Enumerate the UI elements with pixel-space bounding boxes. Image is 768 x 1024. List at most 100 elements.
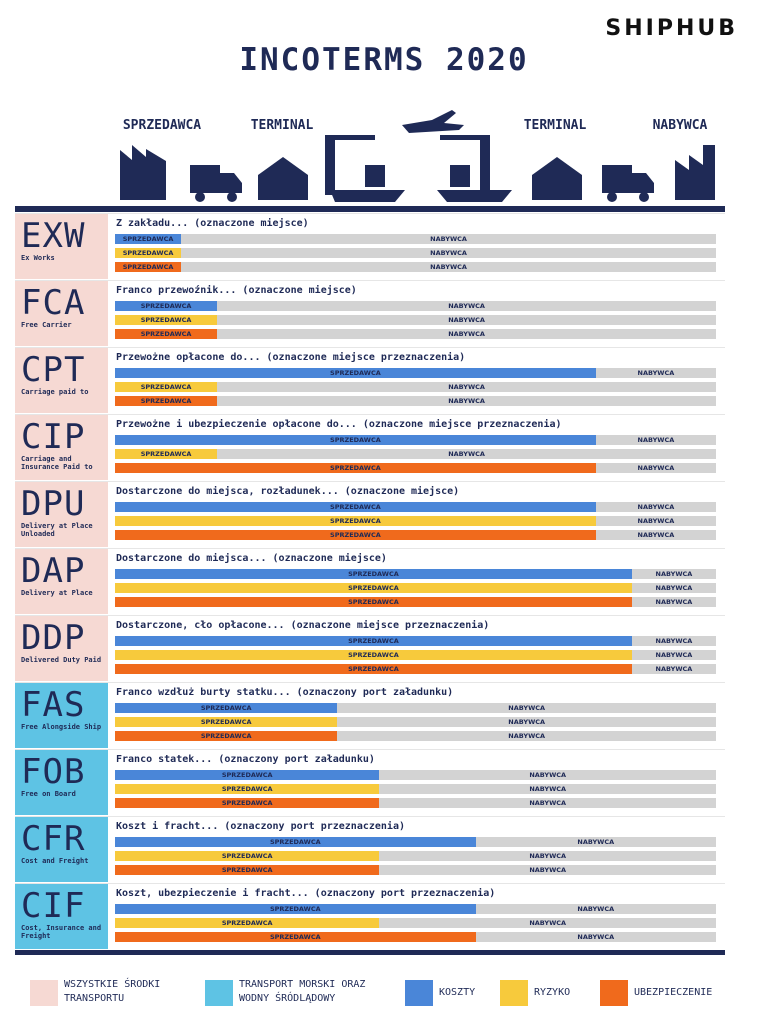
seller-bar: SPRZEDAWCA	[115, 382, 218, 392]
logo: SHIPHUB	[605, 16, 738, 41]
term-description: Franco statek... (oznaczony port załadun…	[116, 754, 375, 765]
legend-swatch	[600, 980, 628, 1006]
stage-label: NABYWCA	[652, 118, 708, 133]
buyer-bar: NABYWCA	[217, 449, 716, 459]
term-code: DPU	[21, 484, 86, 524]
legend-swatch	[30, 980, 58, 1006]
seller-bar: SPRZEDAWCA	[115, 597, 632, 607]
term-box: CIF Cost, Insurance and Freight	[15, 884, 108, 949]
term-name: Free Carrier	[21, 321, 72, 329]
seller-bar: SPRZEDAWCA	[115, 301, 218, 311]
seller-bar: SPRZEDAWCA	[115, 636, 632, 646]
term-name: Cost, Insurance and Freight	[21, 924, 102, 940]
buyer-bar: NABYWCA	[337, 717, 716, 727]
row-separator	[15, 615, 725, 616]
row-separator	[15, 280, 725, 281]
buyer-bar: NABYWCA	[181, 262, 716, 272]
buyer-bar: NABYWCA	[595, 435, 716, 445]
seller-bar: SPRZEDAWCA	[115, 329, 218, 339]
seller-bar: SPRZEDAWCA	[115, 770, 380, 780]
term-box: DPU Delivery at Place Unloaded	[15, 482, 108, 547]
term-name: Carriage and Insurance Paid to	[21, 455, 93, 471]
term-box: FOB Free on Board	[15, 750, 108, 815]
term-name: Ex Works	[21, 254, 55, 262]
buyer-bar: NABYWCA	[631, 636, 716, 646]
term-box: FCA Free Carrier	[15, 281, 108, 346]
term-box: CFR Cost and Freight	[15, 817, 108, 882]
seller-bar: SPRZEDAWCA	[115, 569, 632, 579]
seller-bar: SPRZEDAWCA	[115, 463, 596, 473]
term-name: Carriage paid to	[21, 388, 89, 396]
term-name: Delivery at Place Unloaded	[21, 522, 93, 538]
seller-bar: SPRZEDAWCA	[115, 798, 380, 808]
term-code: FCA	[21, 283, 86, 323]
term-name: Free on Board	[21, 790, 76, 798]
term-box: DAP Delivery at Place	[15, 549, 108, 614]
seller-bar: SPRZEDAWCA	[115, 837, 476, 847]
term-name: Delivery at Place	[21, 589, 93, 597]
buyer-bar: NABYWCA	[379, 851, 716, 861]
buyer-bar: NABYWCA	[181, 234, 716, 244]
buyer-bar: NABYWCA	[217, 396, 716, 406]
row-separator	[15, 481, 725, 482]
buyer-bar: NABYWCA	[217, 301, 716, 311]
stage-label: TERMINAL	[523, 118, 587, 133]
seller-bar: SPRZEDAWCA	[115, 664, 632, 674]
legend-label: WSZYSTKIE ŚRODKI TRANSPORTU	[64, 979, 161, 1004]
seller-bar: SPRZEDAWCA	[115, 396, 218, 406]
seller-bar: SPRZEDAWCA	[115, 435, 596, 445]
term-box: FAS Free Alongside Ship	[15, 683, 108, 748]
legend-label: KOSZTY	[439, 987, 476, 998]
term-box: CPT Carriage paid to	[15, 348, 108, 413]
term-code: DDP	[21, 618, 86, 658]
buyer-bar: NABYWCA	[181, 248, 716, 258]
seller-bar: SPRZEDAWCA	[115, 315, 218, 325]
seller-bar: SPRZEDAWCA	[115, 449, 218, 459]
term-name: Delivered Duty Paid	[21, 656, 102, 664]
buyer-bar: NABYWCA	[595, 368, 716, 378]
term-description: Dostarczone, cło opłacone... (oznaczone …	[116, 620, 490, 631]
stage-label: SPRZEDAWCA	[122, 118, 202, 133]
footer-rule	[15, 950, 725, 955]
seller-bar: SPRZEDAWCA	[115, 918, 380, 928]
row-separator	[15, 816, 725, 817]
term-box: EXW Ex Works	[15, 214, 108, 279]
transport-icons	[15, 110, 725, 212]
term-box: DDP Delivered Duty Paid	[15, 616, 108, 681]
buyer-bar: NABYWCA	[217, 382, 716, 392]
term-code: CPT	[21, 350, 86, 390]
seller-bar: SPRZEDAWCA	[115, 932, 476, 942]
seller-bar: SPRZEDAWCA	[115, 865, 380, 875]
term-code: DAP	[21, 551, 86, 591]
buyer-bar: NABYWCA	[595, 516, 716, 526]
term-description: Przewożne i ubezpieczenie opłacone do...…	[116, 419, 562, 430]
row-separator	[15, 548, 725, 549]
seller-bar: SPRZEDAWCA	[115, 368, 596, 378]
seller-bar: SPRZEDAWCA	[115, 248, 182, 258]
term-box: CIP Carriage and Insurance Paid to	[15, 415, 108, 480]
seller-bar: SPRZEDAWCA	[115, 904, 476, 914]
row-separator	[15, 414, 725, 415]
buyer-bar: NABYWCA	[379, 918, 716, 928]
legend-swatch	[405, 980, 433, 1006]
buyer-bar: NABYWCA	[337, 703, 716, 713]
term-description: Dostarczone do miejsca... (oznaczone mie…	[116, 553, 387, 564]
term-description: Dostarczone do miejsca, rozładunek... (o…	[116, 486, 460, 497]
seller-bar: SPRZEDAWCA	[115, 234, 182, 244]
buyer-bar: NABYWCA	[475, 932, 716, 942]
term-code: EXW	[21, 216, 86, 256]
buyer-bar: NABYWCA	[475, 904, 716, 914]
seller-bar: SPRZEDAWCA	[115, 851, 380, 861]
seller-bar: SPRZEDAWCA	[115, 717, 338, 727]
term-code: CIF	[21, 886, 86, 926]
term-code: CIP	[21, 417, 86, 457]
stage-label: TERMINAL	[250, 118, 314, 133]
seller-bar: SPRZEDAWCA	[115, 731, 338, 741]
buyer-bar: NABYWCA	[217, 329, 716, 339]
buyer-bar: NABYWCA	[631, 664, 716, 674]
buyer-bar: NABYWCA	[379, 770, 716, 780]
row-separator	[15, 682, 725, 683]
buyer-bar: NABYWCA	[595, 530, 716, 540]
buyer-bar: NABYWCA	[337, 731, 716, 741]
row-separator	[15, 749, 725, 750]
